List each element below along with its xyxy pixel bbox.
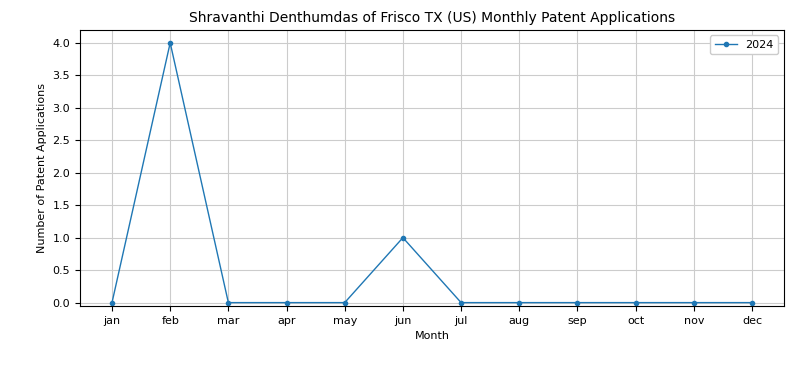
Line: 2024: 2024 [110,41,754,305]
2024 [340,300,350,305]
2024 [747,300,757,305]
2024 [573,300,582,305]
2024 [166,41,175,45]
2024 [514,300,524,305]
Legend: 2024: 2024 [710,35,778,54]
X-axis label: Month: Month [414,331,450,341]
2024 [631,300,641,305]
2024 [689,300,698,305]
Y-axis label: Number of Patent Applications: Number of Patent Applications [37,83,47,253]
2024 [223,300,233,305]
2024 [398,235,408,240]
2024 [282,300,291,305]
Title: Shravanthi Denthumdas of Frisco TX (US) Monthly Patent Applications: Shravanthi Denthumdas of Frisco TX (US) … [189,10,675,25]
2024 [456,300,466,305]
2024 [107,300,117,305]
